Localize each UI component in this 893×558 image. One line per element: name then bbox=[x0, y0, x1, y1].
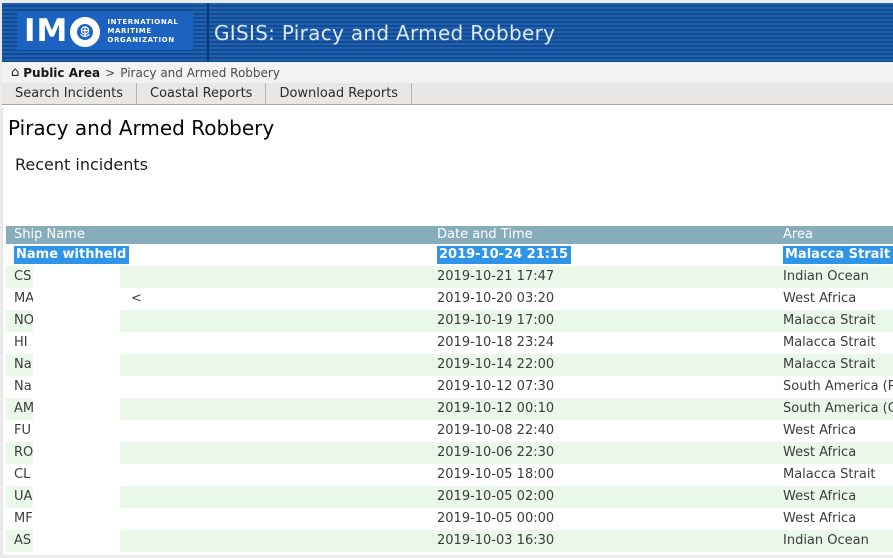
tab-search-incidents[interactable]: Search Incidents bbox=[2, 83, 137, 104]
recent-incidents-table: Ship Name Date and Time Area Name withhe… bbox=[6, 226, 893, 555]
cell-date-time: 2019-10-18 23:24 bbox=[437, 335, 555, 350]
column-header-area: Area bbox=[783, 227, 813, 242]
column-header-ship-name: Ship Name bbox=[14, 227, 85, 242]
table-row[interactable]: RO 2019-10-06 22:30 West Africa bbox=[6, 442, 893, 464]
cell-date-time: 2019-10-19 17:00 bbox=[437, 313, 555, 328]
cell-date-time: 2019-10-03 16:30 bbox=[437, 533, 555, 548]
table-row[interactable]: CL 2019-10-05 18:00 Malacca Strait bbox=[6, 464, 893, 486]
cell-ship-name: CS bbox=[14, 269, 32, 284]
cell-date-time: 2019-10-20 03:20 bbox=[437, 291, 555, 306]
cell-ship-name: CL bbox=[14, 467, 31, 482]
breadcrumb-separator: > bbox=[105, 65, 116, 80]
table-header-row: Ship Name Date and Time Area bbox=[6, 226, 893, 244]
cell-date-time: 2019-10-21 17:47 bbox=[437, 269, 555, 284]
app-header: IM INTERNATIONAL MARITIME ORGANIZATION G… bbox=[2, 3, 893, 62]
cell-ship-name: Na bbox=[14, 357, 32, 372]
cell-area: West Africa bbox=[783, 445, 857, 460]
gisis-page: IM INTERNATIONAL MARITIME ORGANIZATION G… bbox=[2, 3, 893, 555]
app-title: GISIS: Piracy and Armed Robbery bbox=[214, 20, 556, 45]
cell-ship-name: HI bbox=[14, 335, 28, 350]
table-row[interactable]: NO 2019-10-19 17:00 Malacca Strait bbox=[6, 310, 893, 332]
home-icon: ⌂ bbox=[11, 65, 20, 80]
cell-ship-name: Name withheld bbox=[14, 244, 130, 266]
cell-area: Indian Ocean bbox=[783, 533, 869, 548]
cell-ship-name: AS bbox=[14, 533, 32, 548]
table-row[interactable]: CS 2019-10-21 17:47 Indian Ocean bbox=[6, 266, 893, 288]
tab-download-reports[interactable]: Download Reports bbox=[266, 83, 413, 104]
cell-date-time: 2019-10-12 07:30 bbox=[437, 379, 555, 394]
cell-ship-name: NO bbox=[14, 313, 34, 328]
table-row[interactable]: AM 2019-10-12 00:10 South America (C bbox=[6, 398, 893, 420]
cell-area: West Africa bbox=[783, 511, 857, 526]
table-row[interactable]: HI 2019-10-18 23:24 Malacca Strait bbox=[6, 332, 893, 354]
cell-area: West Africa bbox=[783, 291, 857, 306]
imo-logo: IM bbox=[24, 13, 101, 49]
cell-area: Malacca Strait bbox=[783, 467, 876, 482]
cell-ship-name: AM bbox=[14, 401, 35, 416]
banner-divider bbox=[207, 3, 209, 62]
cell-date-time: 2019-10-05 18:00 bbox=[437, 467, 555, 482]
cell-ship-name: FU bbox=[14, 423, 31, 438]
cell-ship-name: MF bbox=[14, 511, 33, 526]
cell-ship-name: Na bbox=[14, 379, 32, 394]
cell-ship-name: RO bbox=[14, 445, 34, 460]
page-title: Piracy and Armed Robbery bbox=[8, 116, 275, 140]
table-row[interactable]: Name withheld 2019-10-24 21:15 Malacca S… bbox=[6, 244, 893, 266]
cell-area: Indian Ocean bbox=[783, 269, 869, 284]
ship-name-tail: < bbox=[131, 291, 142, 306]
cell-area: South America (P bbox=[783, 379, 893, 394]
incident-rows: Name withheld 2019-10-24 21:15 Malacca S… bbox=[6, 244, 893, 555]
cell-area: West Africa bbox=[783, 423, 857, 438]
imo-org-name: INTERNATIONAL MARITIME ORGANIZATION bbox=[107, 18, 179, 44]
redaction-overlay bbox=[33, 266, 120, 555]
cell-ship-name: UA bbox=[14, 489, 33, 504]
cell-area: Malacca Strait bbox=[783, 244, 893, 266]
breadcrumb-public-area[interactable]: Public Area bbox=[23, 65, 101, 80]
cell-date-time: 2019-10-12 00:10 bbox=[437, 401, 555, 416]
cell-date-time: 2019-10-05 02:00 bbox=[437, 489, 555, 504]
cell-area: Malacca Strait bbox=[783, 357, 876, 372]
table-row[interactable]: MF 2019-10-05 00:00 West Africa bbox=[6, 508, 893, 530]
cell-area: West Africa bbox=[783, 489, 857, 504]
left-edge-line bbox=[2, 108, 3, 555]
cell-date-time: 2019-10-06 22:30 bbox=[437, 445, 555, 460]
column-header-date-time: Date and Time bbox=[437, 227, 533, 242]
imo-logo-link[interactable]: IM INTERNATIONAL MARITIME ORGANIZATION bbox=[17, 13, 193, 50]
tab-bar: Search Incidents Coastal Reports Downloa… bbox=[2, 83, 893, 105]
cell-date-time: 2019-10-14 22:00 bbox=[437, 357, 555, 372]
table-row[interactable]: Na 2019-10-12 07:30 South America (P bbox=[6, 376, 893, 398]
table-row[interactable]: Na 2019-10-14 22:00 Malacca Strait bbox=[6, 354, 893, 376]
breadcrumb-current: Piracy and Armed Robbery bbox=[120, 65, 280, 80]
cell-date-time: 2019-10-24 21:15 bbox=[437, 244, 572, 266]
cell-ship-name: MA < bbox=[14, 288, 142, 310]
table-row[interactable]: FU 2019-10-08 22:40 West Africa bbox=[6, 420, 893, 442]
imo-logo-letters: IM bbox=[24, 13, 69, 49]
cell-date-time: 2019-10-08 22:40 bbox=[437, 423, 555, 438]
cell-area: Malacca Strait bbox=[783, 335, 876, 350]
cell-area: South America (C bbox=[783, 401, 893, 416]
table-row[interactable]: UA 2019-10-05 02:00 West Africa bbox=[6, 486, 893, 508]
table-row[interactable]: AS 2019-10-03 16:30 Indian Ocean bbox=[6, 530, 893, 552]
imo-emblem-icon bbox=[70, 16, 101, 47]
breadcrumb: ⌂ Public Area > Piracy and Armed Robbery bbox=[2, 62, 893, 83]
table-row[interactable]: MA < 2019-10-20 03:20 West Africa bbox=[6, 288, 893, 310]
cell-area: Malacca Strait bbox=[783, 313, 876, 328]
section-title: Recent incidents bbox=[15, 155, 148, 174]
cell-date-time: 2019-10-05 00:00 bbox=[437, 511, 555, 526]
tab-coastal-reports[interactable]: Coastal Reports bbox=[137, 83, 267, 104]
